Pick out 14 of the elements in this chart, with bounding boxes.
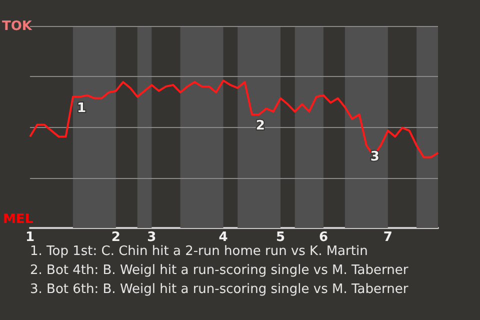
annotation: 2 <box>256 118 265 134</box>
x-tick-label: 2 <box>111 230 120 245</box>
x-tick-label: 1 <box>25 230 35 245</box>
x-tick-label: 3 <box>147 230 156 245</box>
x-tick-label: 5 <box>276 230 286 245</box>
x-tick-label: 7 <box>383 230 392 245</box>
x-tick-label: 4 <box>218 230 228 245</box>
text: 3. Bot 6th: B. Weigl hit a run-scoring single vs M. Taberner <box>30 282 409 297</box>
text: 2. Bot 4th: B. Weigl hit a run-scoring single vs M. Taberner <box>30 263 409 278</box>
x-tick-label: 6 <box>318 230 328 245</box>
annotation: MEL <box>3 212 34 227</box>
annotation: 1 <box>76 100 86 116</box>
text: 1. Top 1st: C. Chin hit a 2-run home run vs K. Martin <box>30 244 368 259</box>
text: TOK <box>2 19 33 34</box>
